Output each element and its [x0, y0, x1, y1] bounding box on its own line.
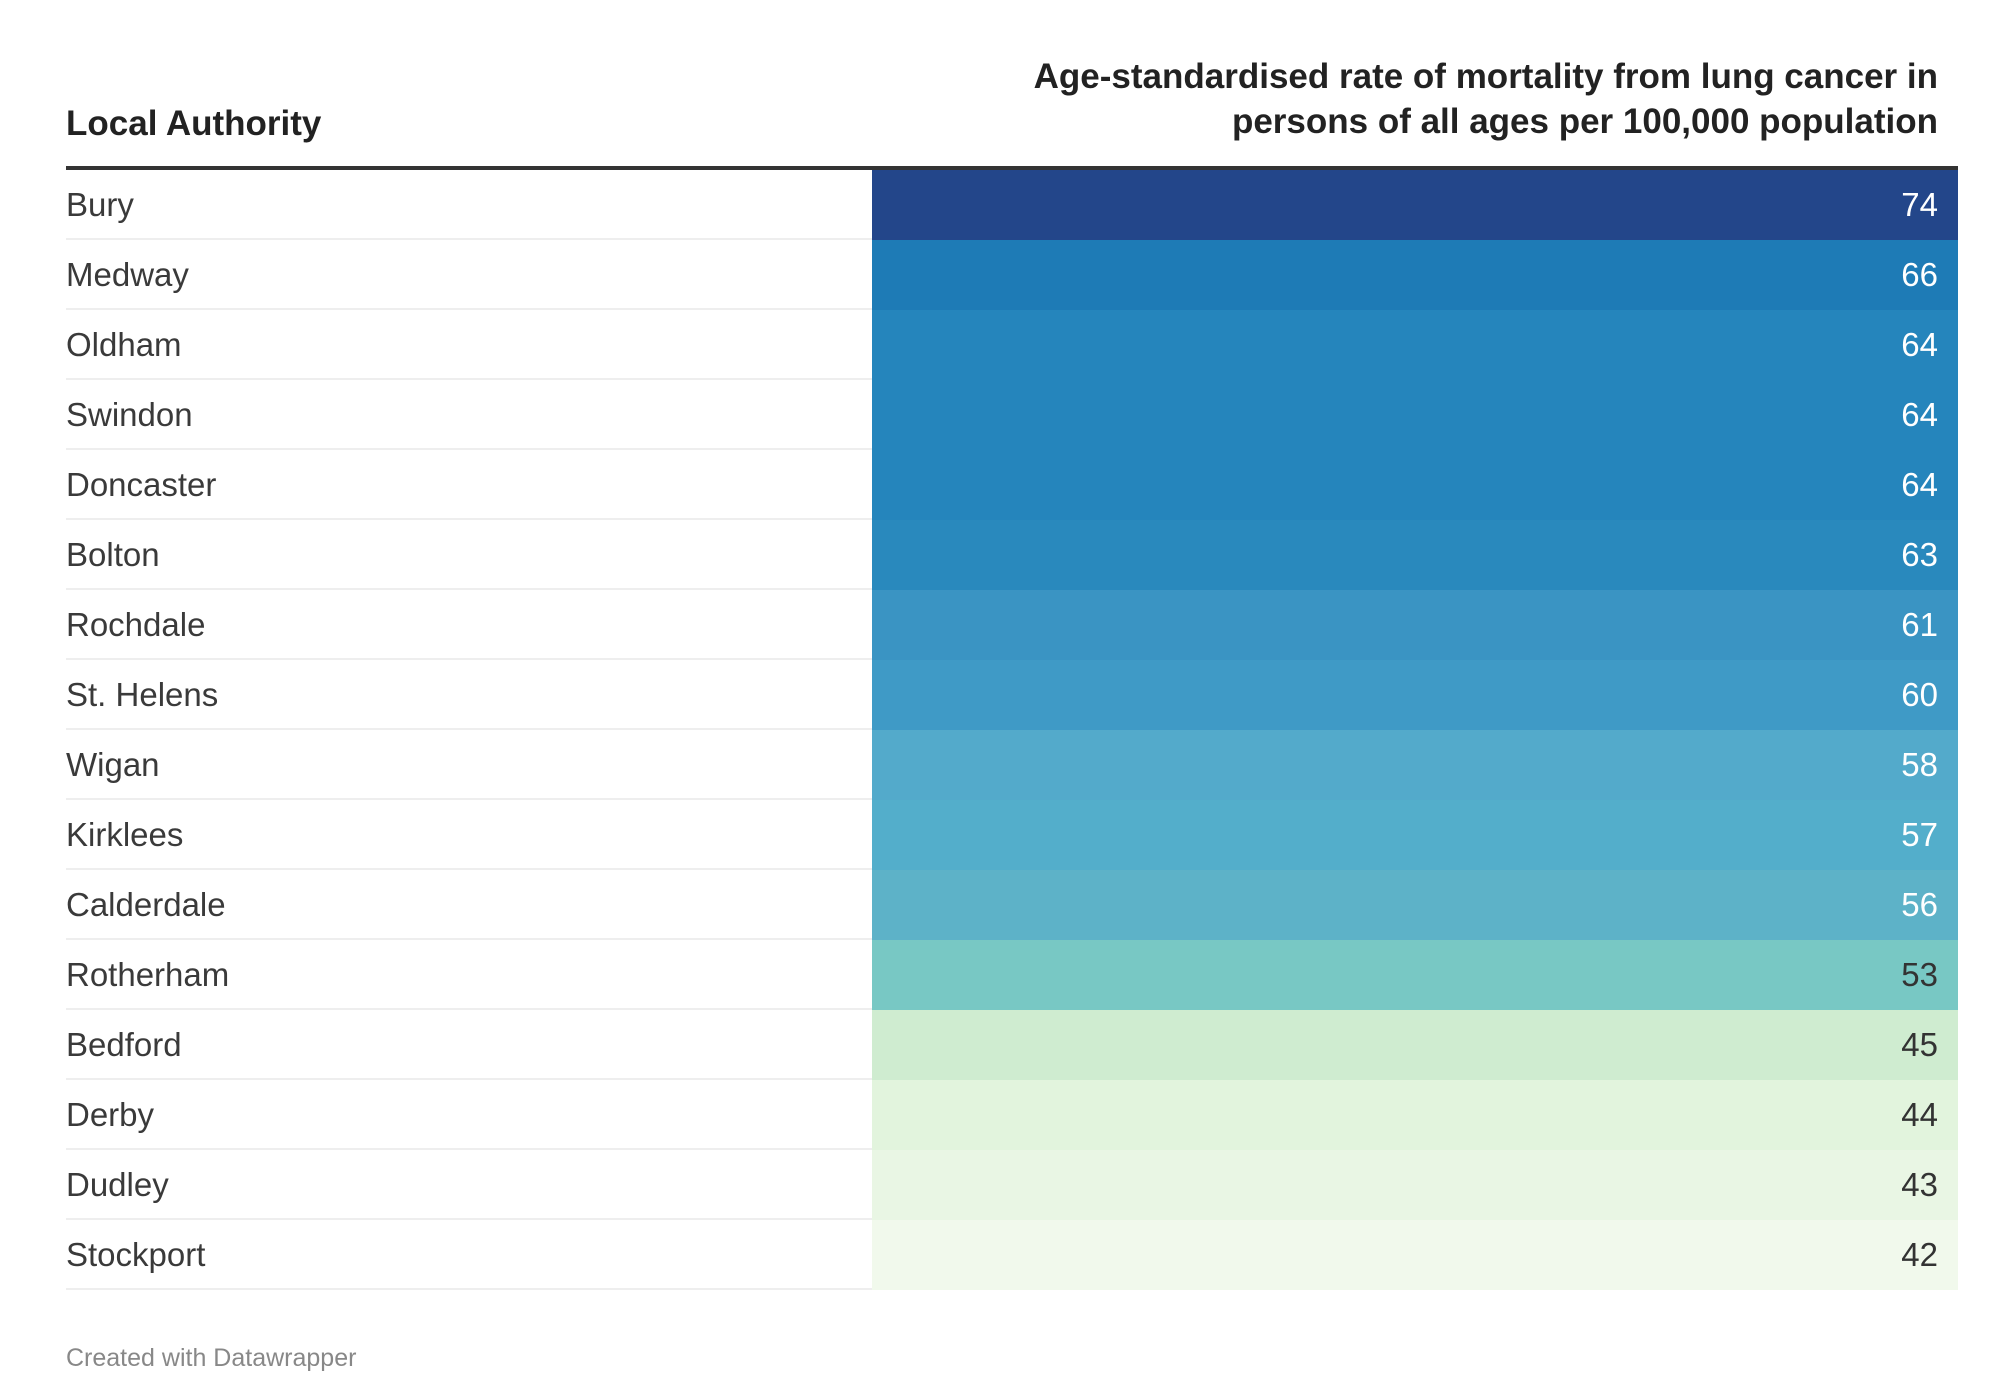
table-row: Calderdale 56	[66, 870, 1958, 940]
heatmap-cell: 57	[872, 800, 1958, 870]
column-header-line-1: Age-standardised rate of mortality from …	[1033, 57, 1938, 96]
mortality-rate-value: 58	[1901, 746, 1938, 783]
table-row: Stockport 42	[66, 1220, 1958, 1290]
table-body: Bury 74 Medway 66 Oldham 64 Swindon 64 Doncaster…	[66, 170, 1958, 1290]
column-header-mortality-rate: Age-standardised rate of mortality from …	[838, 54, 1938, 144]
mortality-rate-value: 64	[1901, 466, 1938, 503]
mortality-rate-value: 61	[1901, 606, 1938, 643]
mortality-rate-value: 56	[1901, 886, 1938, 923]
local-authority-name: St. Helens	[66, 676, 219, 713]
local-authority-name: Bury	[66, 186, 134, 223]
local-authority-name: Oldham	[66, 326, 182, 363]
mortality-rate-value: 64	[1901, 396, 1938, 433]
mortality-rate-value: 60	[1901, 676, 1938, 713]
mortality-rate-value: 74	[1901, 186, 1938, 223]
local-authority-name: Derby	[66, 1096, 155, 1133]
table-row: Rotherham 53	[66, 940, 1958, 1010]
heatmap-cell: 44	[872, 1080, 1958, 1150]
mortality-rate-value: 44	[1901, 1096, 1938, 1133]
mortality-rate-value: 45	[1901, 1026, 1938, 1063]
heatmap-cell: 43	[872, 1150, 1958, 1220]
mortality-rate-value: 42	[1901, 1236, 1938, 1273]
table-row: Rochdale 61	[66, 590, 1958, 660]
table-row: Bolton 63	[66, 520, 1958, 590]
table-row: Derby 44	[66, 1080, 1958, 1150]
heatmap-cell: 74	[872, 170, 1958, 240]
mortality-rate-value: 63	[1901, 536, 1938, 573]
local-authority-name: Calderdale	[66, 886, 226, 923]
table-row: St. Helens 60	[66, 660, 1958, 730]
table-row: Oldham 64	[66, 310, 1958, 380]
table-row: Bedford 45	[66, 1010, 1958, 1080]
table-row: Wigan 58	[66, 730, 1958, 800]
local-authority-name: Kirklees	[66, 816, 184, 853]
table-row: Doncaster 64	[66, 450, 1958, 520]
heatmap-cell: 42	[872, 1220, 1958, 1290]
table-row: Dudley 43	[66, 1150, 1958, 1220]
local-authority-name: Dudley	[66, 1166, 169, 1203]
heatmap-cell: 60	[872, 660, 1958, 730]
mortality-rate-value: 66	[1901, 256, 1938, 293]
heatmap-cell: 64	[872, 380, 1958, 450]
heatmap-cell: 53	[872, 940, 1958, 1010]
local-authority-name: Bedford	[66, 1026, 182, 1063]
mortality-rate-value: 43	[1901, 1166, 1938, 1203]
local-authority-name: Rotherham	[66, 956, 230, 993]
table-row: Kirklees 57	[66, 800, 1958, 870]
local-authority-name: Wigan	[66, 746, 160, 783]
column-header-line-2: persons of all ages per 100,000 populati…	[1231, 102, 1938, 141]
heatmap-cell: 56	[872, 870, 1958, 940]
datawrapper-credit: Created with Datawrapper	[66, 1344, 357, 1372]
heatmap-cell: 64	[872, 450, 1958, 520]
mortality-rate-value: 57	[1901, 816, 1938, 853]
mortality-rate-value: 53	[1901, 956, 1938, 993]
data-table: Local Authority Age-standardised rate of…	[66, 50, 1958, 1290]
heatmap-cell: 63	[872, 520, 1958, 590]
local-authority-name: Stockport	[66, 1236, 206, 1273]
table-row: Medway 66	[66, 240, 1958, 310]
heatmap-cell: 66	[872, 240, 1958, 310]
mortality-rate-value: 64	[1901, 326, 1938, 363]
local-authority-name: Bolton	[66, 536, 160, 573]
heatmap-cell: 64	[872, 310, 1958, 380]
local-authority-name: Doncaster	[66, 466, 217, 503]
local-authority-name: Swindon	[66, 396, 193, 433]
local-authority-name: Rochdale	[66, 606, 206, 643]
table-row: Swindon 64	[66, 380, 1958, 450]
heatmap-cell: 58	[872, 730, 1958, 800]
column-header-local-authority: Local Authority	[66, 104, 322, 143]
table-header: Local Authority Age-standardised rate of…	[66, 50, 1958, 170]
heatmap-cell: 45	[872, 1010, 1958, 1080]
heatmap-cell: 61	[872, 590, 1958, 660]
local-authority-name: Medway	[66, 256, 189, 293]
table-row: Bury 74	[66, 170, 1958, 240]
